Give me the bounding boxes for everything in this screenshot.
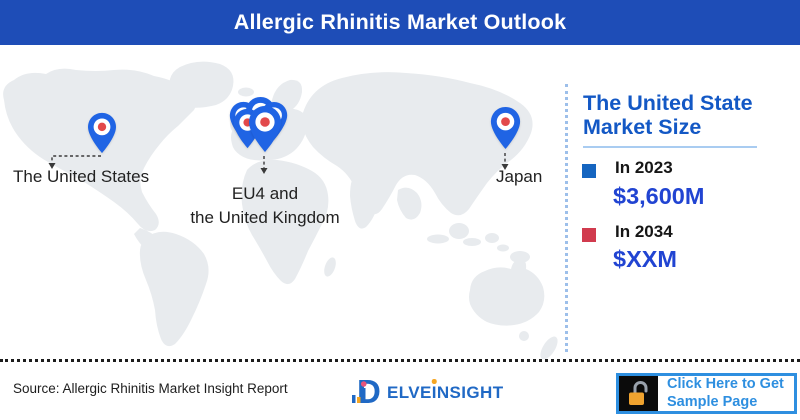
arrowhead-eu: [260, 168, 268, 174]
year-label-2023: In 2023: [615, 158, 673, 177]
page-title: Allergic Rhinitis Market Outlook: [233, 10, 567, 34]
cta-line1: Click Here to Get: [667, 376, 784, 392]
panel-underline: [583, 146, 757, 148]
sample-page-button[interactable]: Click Here to Get Sample Page: [616, 373, 797, 414]
delveinsight-logo: D ELVE I NSIGHT: [351, 374, 504, 406]
delveinsight-logo-mark: D: [352, 374, 381, 406]
arrowhead-japan: [501, 164, 509, 170]
market-value-2034: $XXM: [613, 246, 677, 272]
source-text: Source: Allergic Rhinitis Market Insight…: [13, 381, 288, 396]
panel-title-line2: Market Size: [583, 115, 702, 139]
continent-australia: [469, 259, 545, 326]
market-value-2023: $3,600M: [613, 183, 705, 209]
continent-south-america: [139, 231, 209, 347]
logo-text-nsight: NSIGHT: [436, 383, 504, 402]
panel-title: The United State Market Size: [583, 91, 753, 139]
world-map: [3, 61, 558, 360]
label-eu4-uk-line1: EU4 and: [231, 184, 299, 203]
bullet-2023: [582, 164, 596, 178]
map-pin-eu-5: [249, 106, 281, 152]
label-united-states: The United States: [13, 167, 150, 186]
header-banner: Allergic Rhinitis Market Outlook: [0, 0, 800, 45]
arrowhead-us: [48, 163, 56, 169]
logo-text-i: I: [432, 383, 437, 406]
cta-line2: Sample Page: [667, 393, 758, 410]
cta-text: Click Here to Get Sample Page: [658, 376, 784, 411]
open-lock-icon: [628, 381, 647, 405]
map-pin-japan: [490, 107, 521, 149]
label-japan: Japan: [496, 167, 543, 186]
logo-text-elve: ELVE: [387, 383, 432, 402]
panel-title-line1: The United State: [583, 91, 753, 115]
dotted-divider: [565, 84, 568, 352]
lock-icon-box: [619, 376, 658, 411]
year-label-2034: In 2034: [615, 222, 673, 241]
label-eu4-uk: EU4 and the United Kingdom: [165, 182, 365, 230]
continent-greenland: [169, 61, 234, 108]
continent-africa: [241, 159, 329, 285]
map-pin-united-states: [88, 112, 116, 154]
label-eu4-uk-line2: the United Kingdom: [190, 208, 340, 227]
svg-text:D: D: [357, 374, 381, 406]
bullet-2034: [582, 228, 596, 242]
